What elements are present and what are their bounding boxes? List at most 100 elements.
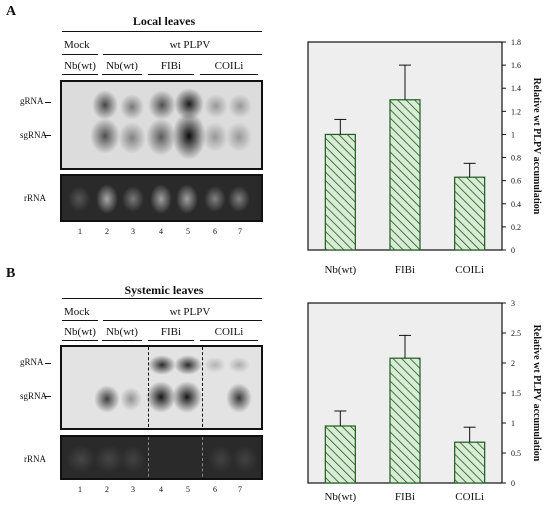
y-tick-label: 1.8	[511, 38, 521, 47]
gel-band	[120, 445, 146, 473]
y-axis-label: Relative wt PLPV accumulation	[531, 325, 542, 462]
panel-a-sample-rule	[200, 74, 258, 75]
y-axis-label: Relative wt PLPV accumulation	[531, 78, 542, 215]
blot-band	[174, 355, 202, 375]
lane-number: 5	[186, 485, 190, 494]
bar-a-0	[324, 133, 356, 251]
y-tick-label: 0.4	[511, 200, 521, 209]
blot-band	[92, 90, 118, 120]
gel-band	[232, 445, 258, 473]
bar-b-2	[454, 441, 486, 484]
panel-a-title: Local leaves	[132, 14, 196, 28]
panel-a-sample-rule	[62, 74, 98, 75]
x-tick-label: FIBi	[395, 491, 415, 503]
lane-number: 2	[105, 485, 109, 494]
lane-separator	[148, 347, 149, 428]
gel-band	[66, 445, 96, 473]
blot-band	[226, 122, 252, 152]
lane-number: 7	[238, 485, 242, 494]
panel-b-sgrna-label: sgRNA	[20, 391, 48, 401]
panel-a-rrna-label: rRNA	[24, 193, 46, 203]
panel-a-sample-label: COILi	[214, 60, 244, 72]
gel-band	[68, 186, 90, 212]
panel-b-sample-label: COILi	[214, 326, 244, 338]
lane-number: 7	[238, 227, 242, 236]
lane-separator	[148, 437, 149, 478]
panel-a-sample-label: Nb(wt)	[106, 60, 138, 72]
lane-separator	[202, 437, 203, 478]
blot-band	[204, 94, 228, 118]
y-tick-label: 3	[511, 299, 515, 308]
lane-number: 6	[213, 485, 217, 494]
lane-number: 1	[78, 485, 82, 494]
y-tick-label: 0	[511, 246, 515, 255]
blot-band	[148, 90, 176, 120]
blot-band	[228, 94, 252, 118]
y-tick-label: 0.5	[511, 449, 521, 458]
x-tick-label: Nb(wt)	[324, 491, 356, 503]
y-tick-label: 0	[511, 479, 515, 488]
panel-b-mock-label: Mock	[64, 306, 90, 318]
lane-number: 2	[105, 227, 109, 236]
panel-b-sample-label: Nb(wt)	[64, 326, 96, 338]
panel-a-sgrna-label: sgRNA	[20, 130, 48, 140]
lane-number: 4	[159, 227, 163, 236]
panel-a-rrna-gel	[60, 174, 263, 222]
y-tick-label: 1.4	[511, 84, 521, 93]
x-tick-label: COILi	[455, 491, 484, 503]
panel-b-sgrna-tick	[45, 396, 51, 397]
panel-b-grna-tick	[45, 363, 51, 364]
panel-b-northern-blot	[60, 345, 263, 430]
bar-b-1	[389, 357, 421, 484]
blot-band	[120, 387, 142, 411]
panel-a-grna-tick	[45, 102, 51, 103]
panel-b-sample-label: FIBi	[160, 326, 182, 338]
gel-band	[208, 445, 234, 473]
lane-number: 6	[213, 227, 217, 236]
x-tick-label: COILi	[455, 264, 484, 276]
panel-a-group-label: wt PLPV	[169, 39, 211, 51]
blot-band	[148, 355, 176, 375]
blot-band	[202, 122, 228, 152]
panel-a-mock-rule	[62, 54, 98, 55]
panel-a-letter: A	[6, 4, 17, 19]
lane-separator	[202, 347, 203, 428]
panel-a-sample-rule	[148, 74, 194, 75]
blot-band	[94, 385, 120, 413]
y-tick-label: 2.5	[511, 329, 521, 338]
panel-b-sample-rule	[102, 340, 142, 341]
panel-a-sgrna-tick	[45, 135, 51, 136]
blot-band	[226, 383, 252, 413]
y-tick-label: 1	[511, 419, 515, 428]
y-tick-label: 1	[511, 130, 515, 139]
panel-b-title: Systemic leaves	[124, 283, 204, 297]
gel-band	[150, 184, 172, 214]
lane-number: 3	[131, 485, 135, 494]
panel-a-sample-label: FIBi	[160, 60, 182, 72]
y-tick-label: 0.6	[511, 177, 521, 186]
bar-b-0	[324, 425, 356, 484]
x-tick-label: Nb(wt)	[324, 264, 356, 276]
y-tick-label: 0.8	[511, 154, 521, 163]
panel-b-title-rule	[62, 298, 262, 299]
gel-band	[176, 184, 198, 214]
blot-band	[120, 94, 144, 120]
blot-band	[204, 357, 226, 373]
panel-a-northern-blot	[60, 80, 263, 170]
gel-band	[122, 186, 144, 212]
blot-band	[172, 112, 206, 160]
blot-band	[118, 122, 146, 154]
lane-number: 3	[131, 227, 135, 236]
panel-a-grna-label: gRNA	[20, 96, 44, 106]
panel-b-rrna-gel	[60, 435, 263, 480]
y-tick-label: 1.2	[511, 107, 521, 116]
blot-band	[228, 357, 250, 373]
panel-b-rrna-label: rRNA	[24, 454, 46, 464]
panel-b-letter: B	[6, 266, 16, 281]
panel-a-sample-rule	[102, 74, 142, 75]
panel-b-grna-label: gRNA	[20, 357, 44, 367]
lane-number: 4	[159, 485, 163, 494]
panel-b-mock-rule	[62, 320, 98, 321]
